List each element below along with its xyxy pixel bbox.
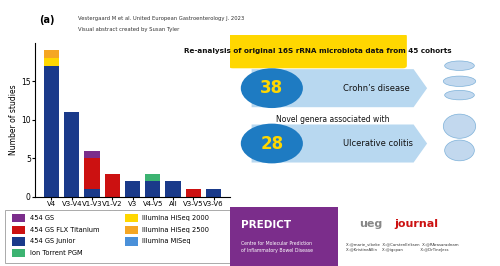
Bar: [44, 66, 59, 197]
Bar: [206, 189, 221, 197]
Bar: [84, 151, 100, 158]
Text: Illumina HiSeq 2000: Illumina HiSeq 2000: [142, 215, 210, 221]
Ellipse shape: [444, 90, 474, 100]
Bar: [145, 174, 160, 181]
Text: Crohn’s disease: Crohn’s disease: [344, 84, 410, 93]
Text: X:@marie_vibeke  X:@CarstenEriksen  X:@RArasaradnam
X:@KristineAllin    X:@igcpa: X:@marie_vibeke X:@CarstenEriksen X:@RAr…: [346, 243, 459, 252]
Bar: [12, 249, 25, 257]
Text: 38: 38: [260, 79, 283, 97]
Text: 454 GS FLX Titanium: 454 GS FLX Titanium: [30, 227, 99, 233]
Bar: [64, 112, 80, 197]
Ellipse shape: [444, 140, 474, 161]
Text: 28: 28: [260, 135, 283, 152]
Text: Visual abstract created by Susan Tyler: Visual abstract created by Susan Tyler: [78, 27, 180, 32]
Text: Centre for Molecular Prediction
of Inflammatory Bowel Disease: Centre for Molecular Prediction of Infla…: [241, 242, 313, 253]
Circle shape: [241, 124, 303, 163]
Bar: [12, 226, 25, 234]
Bar: [124, 226, 138, 234]
Text: Novel genera associated with: Novel genera associated with: [276, 115, 390, 124]
Bar: [166, 181, 180, 197]
Text: Vestergaard M et al. United European Gastroenterology J. 2023: Vestergaard M et al. United European Gas…: [78, 16, 244, 21]
Polygon shape: [252, 124, 427, 163]
Bar: [44, 58, 59, 66]
Text: journal: journal: [394, 219, 438, 229]
Y-axis label: Number of studies: Number of studies: [10, 84, 18, 155]
Text: ueg: ueg: [360, 219, 383, 229]
Bar: [124, 237, 138, 246]
Text: 454 GS: 454 GS: [30, 215, 54, 221]
Text: (a): (a): [39, 15, 54, 25]
Bar: [12, 237, 25, 246]
Text: Ulcerative colitis: Ulcerative colitis: [344, 139, 413, 148]
Text: Illumina HiSeq 2500: Illumina HiSeq 2500: [142, 227, 210, 233]
Text: Gut microbiota signatures in inflammatory bowel disease: Gut microbiota signatures in inflammator…: [60, 11, 440, 24]
Bar: [12, 214, 25, 222]
Ellipse shape: [444, 61, 474, 70]
Bar: [84, 189, 100, 197]
Text: 454 GS Junior: 454 GS Junior: [30, 238, 75, 244]
Bar: [125, 181, 140, 197]
Bar: [104, 174, 120, 197]
Polygon shape: [252, 69, 427, 107]
Bar: [44, 50, 59, 58]
Text: Re-analysis of original 16S rRNA microbiota data from 45 cohorts: Re-analysis of original 16S rRNA microbi…: [184, 48, 452, 54]
Bar: [145, 181, 160, 197]
Bar: [230, 207, 338, 266]
Circle shape: [241, 68, 303, 108]
Text: Ion Torrent PGM: Ion Torrent PGM: [30, 250, 82, 256]
Ellipse shape: [444, 114, 476, 138]
Text: Illumina MiSeq: Illumina MiSeq: [142, 238, 191, 244]
X-axis label: 16S V-region: 16S V-region: [108, 210, 157, 219]
Text: PREDICT: PREDICT: [241, 220, 291, 230]
Bar: [186, 189, 201, 197]
Bar: [84, 158, 100, 189]
Ellipse shape: [444, 76, 476, 86]
FancyBboxPatch shape: [228, 34, 407, 68]
Bar: [124, 214, 138, 222]
